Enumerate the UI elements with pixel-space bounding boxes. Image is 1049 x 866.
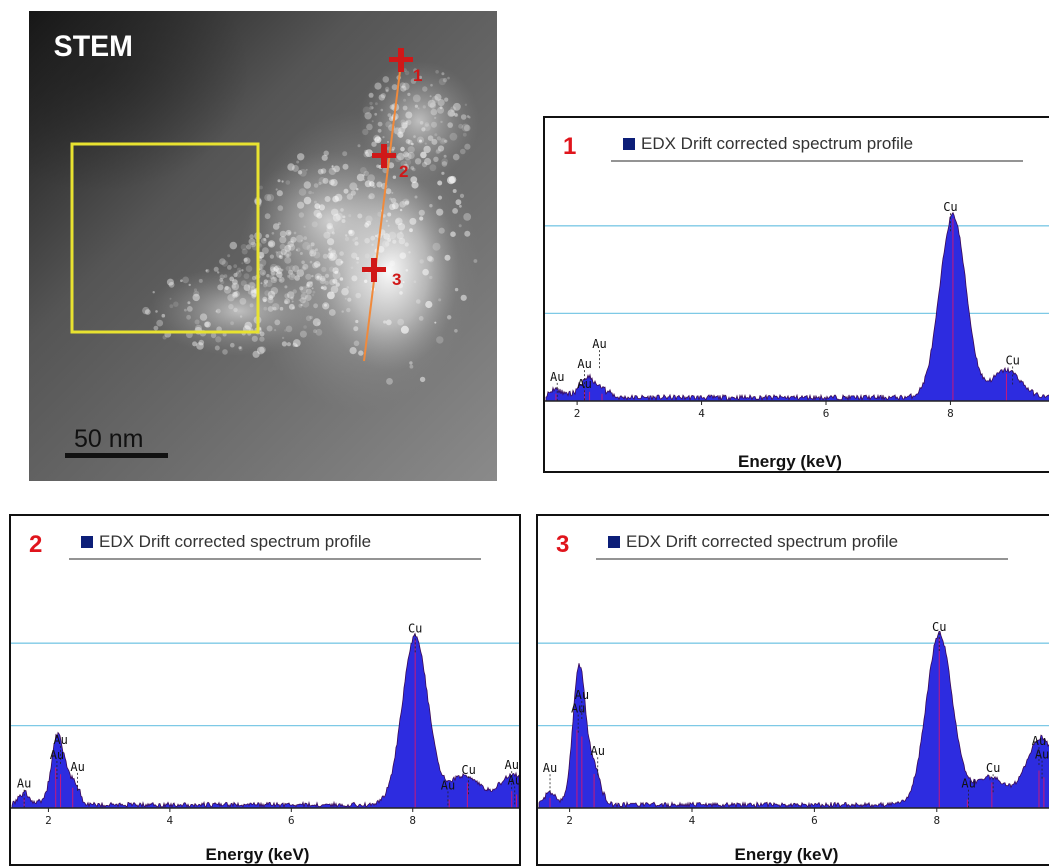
spectrum-panel-3: 3 EDX Drift corrected spectrum profile Au A… <box>536 514 1049 866</box>
svg-text:1: 1 <box>413 66 422 85</box>
peak-label-au: Au <box>508 773 521 787</box>
spectrum-area <box>545 211 1049 402</box>
peak-label-au: Au <box>577 357 591 371</box>
legend-label: EDX Drift corrected spectrum profile <box>626 532 898 551</box>
peak-label-au: Au <box>17 777 31 791</box>
legend-label: EDX Drift corrected spectrum profile <box>99 532 371 551</box>
peak-label-au: Au <box>504 758 518 772</box>
peak-label-au: Au <box>1032 734 1046 748</box>
stem-label: STEM <box>54 30 133 63</box>
x-tick-label: 8 <box>933 814 940 827</box>
spectrum-panel-1: 1 EDX Drift corrected spectrum profile Au A… <box>543 116 1049 473</box>
peak-label-cu: Cu <box>932 620 946 634</box>
legend-swatch <box>623 138 635 150</box>
x-tick-label: 6 <box>811 814 818 827</box>
svg-text:3: 3 <box>392 270 401 289</box>
peak-label-au: Au <box>441 778 455 792</box>
peak-label-au: Au <box>571 702 585 716</box>
x-tick-label: 2 <box>45 814 52 827</box>
x-tick-label: 6 <box>288 814 295 827</box>
spectrum-area <box>11 632 519 809</box>
peak-label-au: Au <box>543 761 557 775</box>
legend: EDX Drift corrected spectrum profile <box>69 532 481 560</box>
scale-bar <box>65 453 168 458</box>
peak-label-cu: Cu <box>461 763 475 777</box>
peak-label-au: Au <box>550 370 564 384</box>
spectrum-panel-2: 2 EDX Drift corrected spectrum profile Au A… <box>9 514 521 866</box>
marker-2: 2 <box>372 144 408 181</box>
x-axis-label: Energy (keV) <box>738 452 842 471</box>
panel-number: 1 <box>563 133 576 160</box>
x-tick-label: 4 <box>698 407 705 420</box>
spectrum-chart-2: 2 EDX Drift corrected spectrum profileAuA… <box>11 531 521 864</box>
stem-image: 1 2 3 STEM 50 nm <box>29 11 497 481</box>
peak-label-au: Au <box>53 733 67 747</box>
peak-label-au: Au <box>591 744 605 758</box>
peak-label-cu: Cu <box>1005 354 1019 368</box>
x-tick-label: 6 <box>823 407 830 420</box>
panel-number: 2 <box>29 531 42 558</box>
legend-swatch <box>608 536 620 548</box>
x-tick-label: 4 <box>689 814 696 827</box>
peak-label-au: Au <box>575 688 589 702</box>
peak-label-au: Au <box>592 337 606 351</box>
legend: EDX Drift corrected spectrum profile <box>596 532 1008 560</box>
peak-label-au: Au <box>577 377 591 391</box>
x-tick-label: 8 <box>947 407 954 420</box>
marker-1: 1 <box>389 48 422 85</box>
spectrum-chart-3: 3 EDX Drift corrected spectrum profileAuA… <box>538 531 1049 864</box>
legend-swatch <box>81 536 93 548</box>
marker-3: 3 <box>362 258 401 289</box>
peak-label-au: Au <box>1035 748 1049 762</box>
line-profile <box>363 54 403 362</box>
roi-box <box>70 142 260 334</box>
peak-label-cu: Cu <box>986 761 1000 775</box>
x-tick-label: 2 <box>574 407 581 420</box>
peak-label-au: Au <box>70 760 84 774</box>
legend: EDX Drift corrected spectrum profile <box>611 134 1023 162</box>
x-tick-label: 8 <box>409 814 416 827</box>
spectrum-chart-1: 1 EDX Drift corrected spectrum profileAuA… <box>545 133 1049 471</box>
peak-label-cu: Cu <box>408 621 422 635</box>
scale-bar-label: 50 nm <box>74 425 143 453</box>
x-tick-label: 2 <box>566 814 573 827</box>
x-tick-label: 4 <box>167 814 174 827</box>
panel-number: 3 <box>556 531 569 558</box>
peak-label-cu: Cu <box>943 200 957 214</box>
svg-text:2: 2 <box>399 162 408 181</box>
x-axis-label: Energy (keV) <box>735 845 839 864</box>
x-axis-label: Energy (keV) <box>206 845 310 864</box>
spectrum-area <box>538 630 1049 809</box>
legend-label: EDX Drift corrected spectrum profile <box>641 134 913 153</box>
peak-label-au: Au <box>961 777 975 791</box>
peak-label-au: Au <box>50 748 64 762</box>
